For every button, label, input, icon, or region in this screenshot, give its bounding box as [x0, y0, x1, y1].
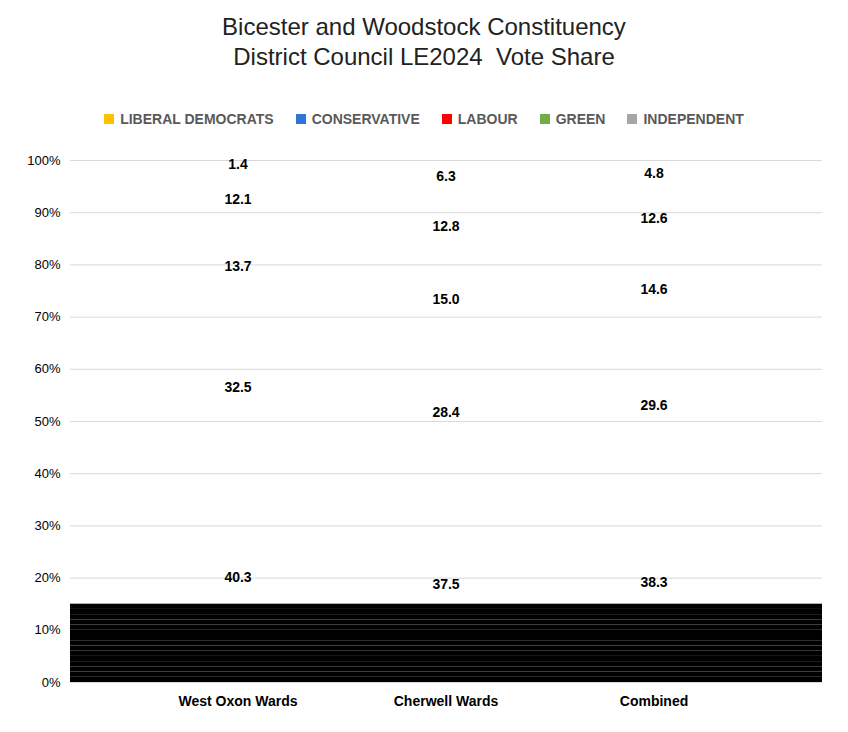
svg-text:West Oxon Wards: West Oxon Wards — [178, 693, 297, 709]
svg-text:28.4: 28.4 — [432, 404, 459, 420]
svg-text:32.5: 32.5 — [224, 379, 251, 395]
svg-text:1.4: 1.4 — [228, 156, 248, 172]
html-text:District Council LE2024 Vote S: District Council LE2024 Vote Share — [233, 43, 615, 70]
svg-text:30%: 30% — [34, 518, 60, 533]
svg-text:12.8: 12.8 — [432, 218, 459, 234]
html-text:INDEPENDENT: INDEPENDENT — [643, 111, 744, 127]
html-text:LABOUR: LABOUR — [457, 111, 518, 127]
svg-text:80%: 80% — [34, 257, 60, 272]
svg-text:Combined: Combined — [620, 693, 688, 709]
svg-text:37.5: 37.5 — [432, 576, 459, 592]
html-text:GREEN: GREEN — [555, 111, 606, 127]
svg-text:14.6: 14.6 — [640, 281, 667, 297]
svg-text:50%: 50% — [34, 414, 60, 429]
svg-text:13.7: 13.7 — [224, 258, 251, 274]
svg-text:38.3: 38.3 — [640, 574, 667, 590]
svg-text:60%: 60% — [34, 361, 60, 376]
svg-text:15.0: 15.0 — [432, 291, 459, 307]
html-text:Bicester and Woodstock Constit: Bicester and Woodstock Constituency — [222, 13, 626, 40]
svg-text:29.6: 29.6 — [640, 397, 667, 413]
svg-text:20%: 20% — [34, 570, 60, 585]
svg-text:12.1: 12.1 — [224, 191, 251, 207]
svg-text:100%: 100% — [27, 153, 61, 168]
svg-text:Cherwell Wards: Cherwell Wards — [394, 693, 499, 709]
svg-text:90%: 90% — [34, 205, 60, 220]
svg-text:12.6: 12.6 — [640, 210, 667, 226]
html-text:LIBERAL DEMOCRATS: LIBERAL DEMOCRATS — [120, 111, 274, 127]
html-text:CONSERVATIVE: CONSERVATIVE — [311, 111, 420, 127]
svg-text:10%: 10% — [34, 622, 60, 637]
svg-text:6.3: 6.3 — [436, 168, 456, 184]
svg-text:40%: 40% — [34, 466, 60, 481]
svg-text:0%: 0% — [42, 675, 61, 690]
svg-text:4.8: 4.8 — [644, 165, 664, 181]
svg-text:40.3: 40.3 — [224, 569, 251, 585]
svg-text:70%: 70% — [34, 309, 60, 324]
